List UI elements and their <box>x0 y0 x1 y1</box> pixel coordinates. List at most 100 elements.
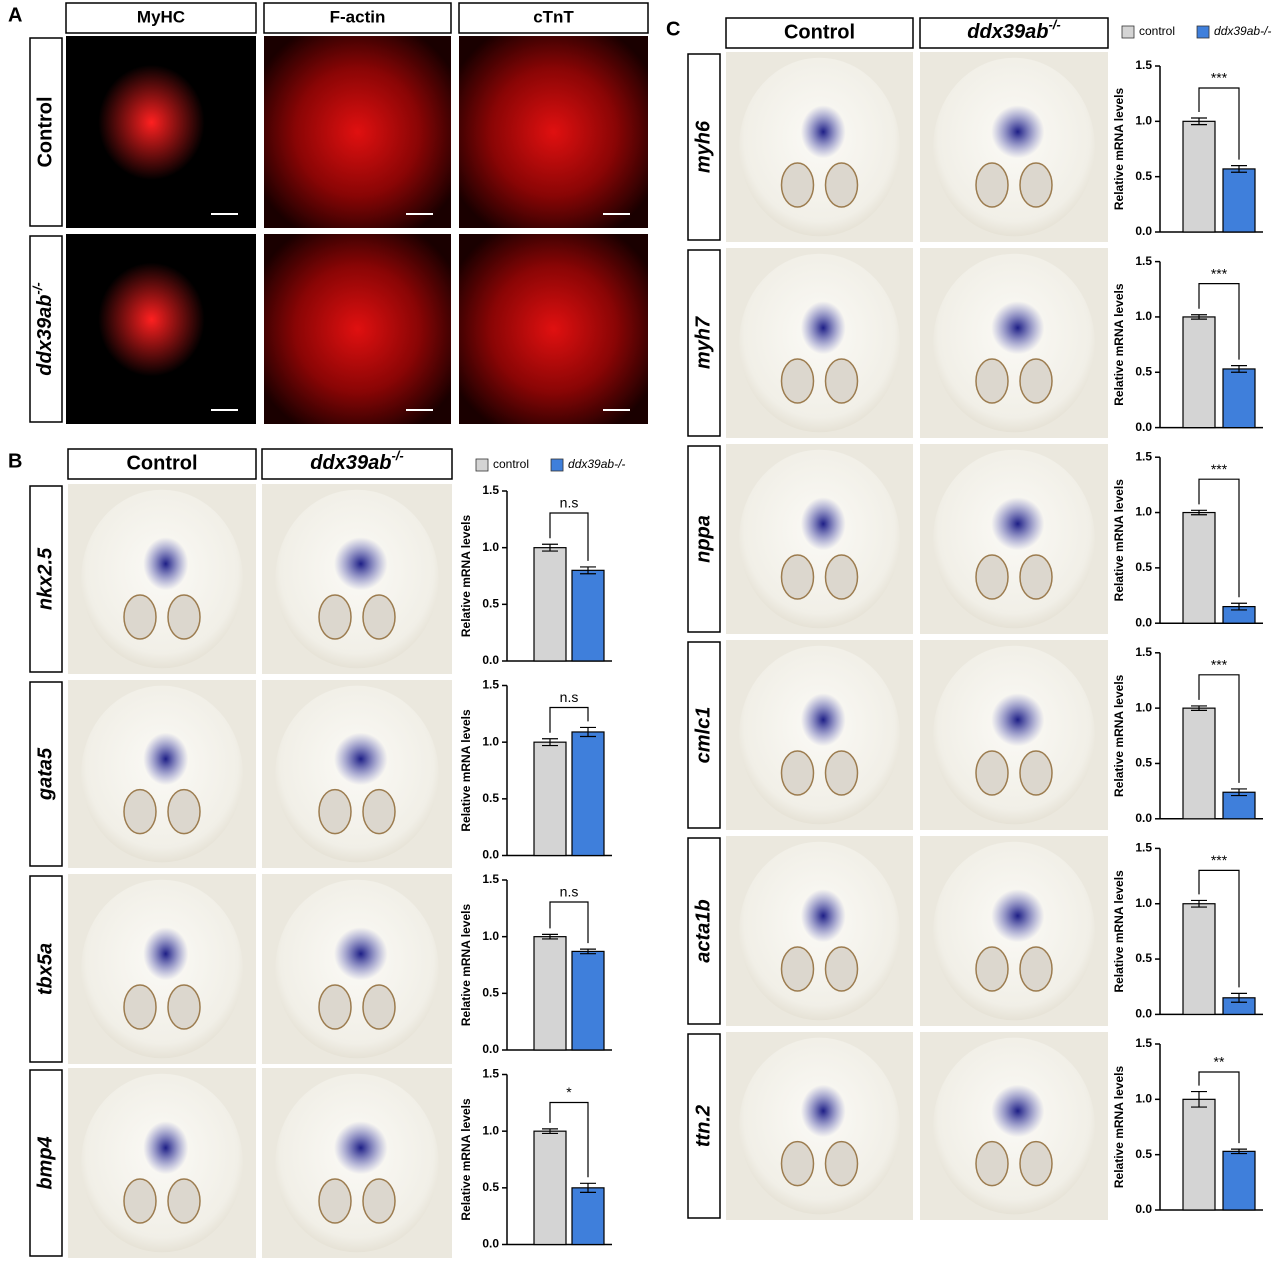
error-bar <box>542 933 558 940</box>
column-header: Control <box>784 21 855 43</box>
row-label: myh7 <box>692 316 714 369</box>
stain <box>800 105 846 159</box>
column-header: ddx39ab-/- <box>967 17 1060 43</box>
micrograph <box>264 36 451 228</box>
eye <box>824 750 859 796</box>
y-axis-label: Relative mRNA levels <box>459 709 473 832</box>
y-axis-label: Relative mRNA levels <box>1112 1066 1126 1189</box>
row-label: nkx2.5 <box>34 547 56 610</box>
stain <box>800 497 846 551</box>
y-tick-label: 1.5 <box>482 872 499 886</box>
y-tick-label: 1.0 <box>482 734 499 748</box>
y-tick-label: 0.0 <box>1135 615 1152 629</box>
row-label: tbx5a <box>34 943 56 995</box>
bar <box>1182 120 1216 233</box>
eye <box>123 1178 157 1224</box>
eye <box>123 788 157 835</box>
bar <box>533 936 567 1051</box>
y-tick-label: 0.0 <box>482 653 499 667</box>
y-tick-label: 0.0 <box>482 1237 499 1251</box>
y-tick-label: 0.0 <box>1135 224 1152 238</box>
eye <box>975 162 1009 208</box>
eye <box>167 984 201 1030</box>
eye <box>780 554 815 600</box>
eye <box>1019 162 1053 208</box>
eye <box>975 750 1009 796</box>
row-label: nppa <box>692 515 714 563</box>
error-bar <box>542 543 558 552</box>
column-header: Control <box>126 452 197 474</box>
significance-bracket <box>1198 283 1240 360</box>
stain <box>991 1084 1045 1138</box>
stain <box>800 1084 846 1138</box>
stain <box>800 889 846 943</box>
column-header-sup: -/- <box>391 448 403 463</box>
y-tick-label: 0.5 <box>1135 756 1152 770</box>
stain <box>991 693 1045 747</box>
panel-letter: B <box>8 450 22 472</box>
eye <box>780 1140 815 1187</box>
eye <box>824 162 859 208</box>
y-tick-label: 1.0 <box>482 1123 499 1137</box>
micrograph <box>264 234 451 424</box>
y-axis-label: Relative mRNA levels <box>1112 870 1126 993</box>
y-tick-label: 1.0 <box>1135 700 1152 714</box>
eye <box>362 1178 396 1224</box>
eye <box>824 358 859 404</box>
error-bar <box>580 566 596 575</box>
eye <box>167 1178 201 1224</box>
bar <box>1222 168 1256 233</box>
column-header-box <box>263 2 452 34</box>
y-tick-label: 0.5 <box>482 597 499 611</box>
eye <box>824 946 859 992</box>
eye <box>1019 946 1053 992</box>
column-header: F-actin <box>330 7 386 26</box>
y-tick-label: 1.0 <box>1135 114 1152 128</box>
eye <box>1019 1140 1053 1187</box>
panel-letter: C <box>666 18 680 40</box>
column-header-box <box>261 448 453 480</box>
eye <box>975 554 1009 600</box>
legend-label: control <box>1139 24 1175 38</box>
significance-label: n.s <box>560 689 579 705</box>
bar <box>1182 316 1216 429</box>
eye <box>1019 554 1053 600</box>
row-label-box <box>687 53 721 241</box>
stain <box>334 1121 388 1175</box>
significance-bracket <box>549 901 589 944</box>
error-bar <box>1191 705 1207 711</box>
y-tick-label: 1.5 <box>482 483 499 497</box>
bar <box>1222 1150 1256 1211</box>
row-label-box <box>29 235 63 423</box>
y-tick-label: 1.5 <box>1135 645 1152 659</box>
eye <box>780 946 815 992</box>
bar <box>1222 791 1256 820</box>
stain <box>991 301 1045 355</box>
row-label: myh6 <box>692 120 714 173</box>
stain <box>143 537 189 591</box>
error-bar <box>542 1128 558 1135</box>
y-tick-label: 0.5 <box>482 986 499 1000</box>
eye <box>167 788 201 835</box>
stain <box>991 889 1045 943</box>
error-bar <box>1231 1148 1247 1155</box>
row-label-box <box>687 641 721 829</box>
bar <box>1182 1098 1216 1211</box>
column-header-base: ddx39ab <box>310 452 391 474</box>
bar <box>1182 707 1216 820</box>
y-axis-label: Relative mRNA levels <box>1112 88 1126 211</box>
column-header-base: ddx39ab <box>967 21 1048 43</box>
y-tick-label: 0.5 <box>482 1180 499 1194</box>
micrograph <box>459 36 648 228</box>
y-axis-label: Relative mRNA levels <box>1112 674 1126 797</box>
significance-bracket <box>1198 1071 1240 1144</box>
eye <box>1019 750 1053 796</box>
stain <box>991 105 1045 159</box>
column-header: MyHC <box>137 7 185 26</box>
y-tick-label: 0.0 <box>1135 1202 1152 1216</box>
column-header-sup: -/- <box>1048 17 1060 32</box>
stain <box>334 732 388 786</box>
y-tick-label: 1.5 <box>1135 449 1152 463</box>
eye <box>824 1140 859 1187</box>
